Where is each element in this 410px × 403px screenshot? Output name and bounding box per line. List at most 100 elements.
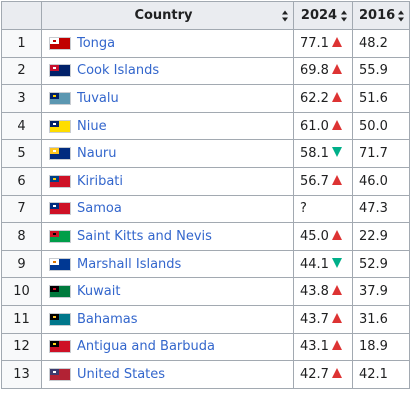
value-2016-cell: 48.2 xyxy=(352,29,410,58)
flag-mark xyxy=(53,94,56,97)
country-link[interactable]: Nauru xyxy=(77,146,117,162)
increase-arrow-icon xyxy=(331,312,342,323)
country-link[interactable]: Samoa xyxy=(77,201,122,217)
flag-mark xyxy=(53,315,56,318)
year-2024-header-label: 2024 xyxy=(300,8,338,23)
country-link[interactable]: Kiribati xyxy=(77,173,124,189)
country-cell: Tuvalu xyxy=(41,84,294,113)
year-2016-header-label: 2016 xyxy=(359,8,396,23)
table-row: 11 Bahamas 43.7 31.6 xyxy=(1,304,410,334)
increase-arrow-icon xyxy=(331,229,342,240)
flag-mark xyxy=(53,343,56,346)
country-cell: Kiribati xyxy=(41,166,294,196)
country-link[interactable]: Marshall Islands xyxy=(77,256,182,272)
sort-icon[interactable] xyxy=(282,10,289,21)
rank-cell: 7 xyxy=(1,194,42,224)
table-row: 3 Tuvalu 62.2 51.6 xyxy=(1,84,410,113)
country-link[interactable]: Kuwait xyxy=(77,284,121,300)
value-2024-cell: 61.0 xyxy=(293,111,353,141)
value-2016-cell: 71.7 xyxy=(352,139,410,168)
obesity-table: Country 2024 2016 1 Tonga 77.1 48.2 2 Cook Is… xyxy=(1,1,410,389)
year-2024-header[interactable]: 2024 xyxy=(293,1,353,30)
decrease-arrow-icon xyxy=(331,257,342,268)
value-2024-cell: 56.7 xyxy=(293,166,353,196)
value-2024: 61.0 xyxy=(300,118,329,134)
sort-icon[interactable] xyxy=(398,10,405,21)
value-2024: 58.1 xyxy=(300,146,329,162)
value-2024-cell: 62.2 xyxy=(293,84,353,113)
table-row: 13 United States 42.7 42.1 xyxy=(1,360,410,389)
value-2024-cell: 43.7 xyxy=(293,304,353,334)
flag-mark xyxy=(53,288,56,291)
table-row: 2 Cook Islands 69.8 55.9 xyxy=(1,56,410,86)
value-2024: 43.1 xyxy=(300,339,329,355)
country-link[interactable]: United States xyxy=(77,366,166,382)
country-link[interactable]: Niue xyxy=(77,118,107,134)
increase-arrow-icon xyxy=(331,340,342,351)
value-2024: 43.8 xyxy=(300,284,329,300)
cook-islands-flag-icon xyxy=(49,64,71,78)
table-row: 4 Niue 61.0 50.0 xyxy=(1,111,410,141)
country-cell: Cook Islands xyxy=(41,56,294,86)
rank-cell: 10 xyxy=(1,277,42,306)
table-body: 1 Tonga 77.1 48.2 2 Cook Islands 69.8 55.9 3 Tuva… xyxy=(1,29,410,389)
table-row: 12 Antigua and Barbuda 43.1 18.9 xyxy=(1,332,410,362)
value-2016-cell: 22.9 xyxy=(352,222,410,251)
value-2024-cell: 43.8 xyxy=(293,277,353,306)
country-cell: Antigua and Barbuda xyxy=(41,332,294,362)
value-2024: 42.7 xyxy=(300,366,329,382)
rank-cell: 13 xyxy=(1,360,42,389)
country-cell: United States xyxy=(41,360,294,389)
value-2024: ? xyxy=(300,201,307,217)
value-2016-cell: 47.3 xyxy=(352,194,410,224)
year-2016-header[interactable]: 2016 xyxy=(352,1,410,30)
flag-mark xyxy=(53,177,56,180)
saint-kitts-and-nevis-flag-icon xyxy=(49,229,71,243)
country-cell: Kuwait xyxy=(41,277,294,306)
flag-mark xyxy=(53,370,56,373)
flag-mark xyxy=(53,232,56,235)
rank-cell: 3 xyxy=(1,84,42,113)
table-row: 6 Kiribati 56.7 46.0 xyxy=(1,166,410,196)
country-header[interactable]: Country xyxy=(41,1,294,30)
country-link[interactable]: Tonga xyxy=(77,35,116,51)
country-cell: Marshall Islands xyxy=(41,249,294,279)
value-2024: 43.7 xyxy=(300,311,329,327)
rank-cell: 9 xyxy=(1,249,42,279)
value-2024: 45.0 xyxy=(300,228,329,244)
value-2024: 69.8 xyxy=(300,63,329,79)
antigua-and-barbuda-flag-icon xyxy=(49,340,71,354)
decrease-arrow-icon xyxy=(331,147,342,158)
rank-cell: 11 xyxy=(1,304,42,334)
increase-arrow-icon xyxy=(331,174,342,185)
flag-mark xyxy=(53,150,56,153)
sort-icon[interactable] xyxy=(341,10,348,21)
country-link[interactable]: Antigua and Barbuda xyxy=(77,339,215,355)
country-cell: Saint Kitts and Nevis xyxy=(41,222,294,251)
value-2016-cell: 52.9 xyxy=(352,249,410,279)
bahamas-flag-icon xyxy=(49,312,71,326)
flag-mark xyxy=(53,67,56,70)
country-link[interactable]: Tuvalu xyxy=(77,90,119,106)
flag-mark xyxy=(53,39,56,42)
country-cell: Samoa xyxy=(41,194,294,224)
rank-cell: 1 xyxy=(1,29,42,58)
value-2024-cell: ? xyxy=(293,194,353,224)
rank-cell: 4 xyxy=(1,111,42,141)
country-link[interactable]: Bahamas xyxy=(77,311,138,327)
value-2016-cell: 55.9 xyxy=(352,56,410,86)
value-2016-cell: 51.6 xyxy=(352,84,410,113)
rank-cell: 8 xyxy=(1,222,42,251)
country-link[interactable]: Cook Islands xyxy=(77,63,160,79)
rank-cell: 6 xyxy=(1,166,42,196)
increase-arrow-icon xyxy=(331,91,342,102)
flag-mark xyxy=(53,205,56,208)
value-2024-cell: 44.1 xyxy=(293,249,353,279)
country-link[interactable]: Saint Kitts and Nevis xyxy=(77,228,212,244)
flag-mark xyxy=(53,260,56,263)
table-row: 1 Tonga 77.1 48.2 xyxy=(1,29,410,58)
value-2024-cell: 69.8 xyxy=(293,56,353,86)
increase-arrow-icon xyxy=(331,285,342,296)
niue-flag-icon xyxy=(49,119,71,133)
header-row: Country 2024 2016 xyxy=(1,1,410,30)
